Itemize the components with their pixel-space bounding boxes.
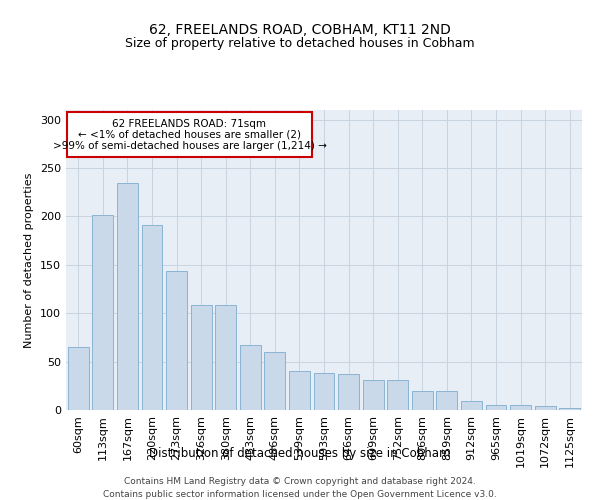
Bar xyxy=(559,408,580,410)
Bar xyxy=(510,405,531,410)
Bar xyxy=(142,225,163,410)
Text: >99% of semi-detached houses are larger (1,214) →: >99% of semi-detached houses are larger … xyxy=(53,140,326,150)
Bar xyxy=(387,380,408,410)
Bar xyxy=(461,402,482,410)
Bar xyxy=(265,352,286,410)
Bar xyxy=(412,390,433,410)
Text: Distribution of detached houses by size in Cobham: Distribution of detached houses by size … xyxy=(149,448,451,460)
Bar xyxy=(436,390,457,410)
Text: 62, FREELANDS ROAD, COBHAM, KT11 2ND: 62, FREELANDS ROAD, COBHAM, KT11 2ND xyxy=(149,22,451,36)
Text: Contains public sector information licensed under the Open Government Licence v3: Contains public sector information licen… xyxy=(103,490,497,499)
Bar xyxy=(191,306,212,410)
Bar xyxy=(166,270,187,410)
Bar xyxy=(362,380,383,410)
Bar xyxy=(117,182,138,410)
Bar xyxy=(535,406,556,410)
Text: 62 FREELANDS ROAD: 71sqm: 62 FREELANDS ROAD: 71sqm xyxy=(112,118,266,128)
Bar xyxy=(92,214,113,410)
Bar xyxy=(240,345,261,410)
Bar xyxy=(289,372,310,410)
Y-axis label: Number of detached properties: Number of detached properties xyxy=(25,172,34,348)
Bar xyxy=(67,112,312,158)
Bar xyxy=(215,306,236,410)
Bar xyxy=(314,373,334,410)
Bar xyxy=(338,374,359,410)
Bar xyxy=(485,405,506,410)
Bar xyxy=(68,347,89,410)
Text: Size of property relative to detached houses in Cobham: Size of property relative to detached ho… xyxy=(125,38,475,51)
Text: ← <1% of detached houses are smaller (2): ← <1% of detached houses are smaller (2) xyxy=(78,130,301,140)
Text: Contains HM Land Registry data © Crown copyright and database right 2024.: Contains HM Land Registry data © Crown c… xyxy=(124,478,476,486)
